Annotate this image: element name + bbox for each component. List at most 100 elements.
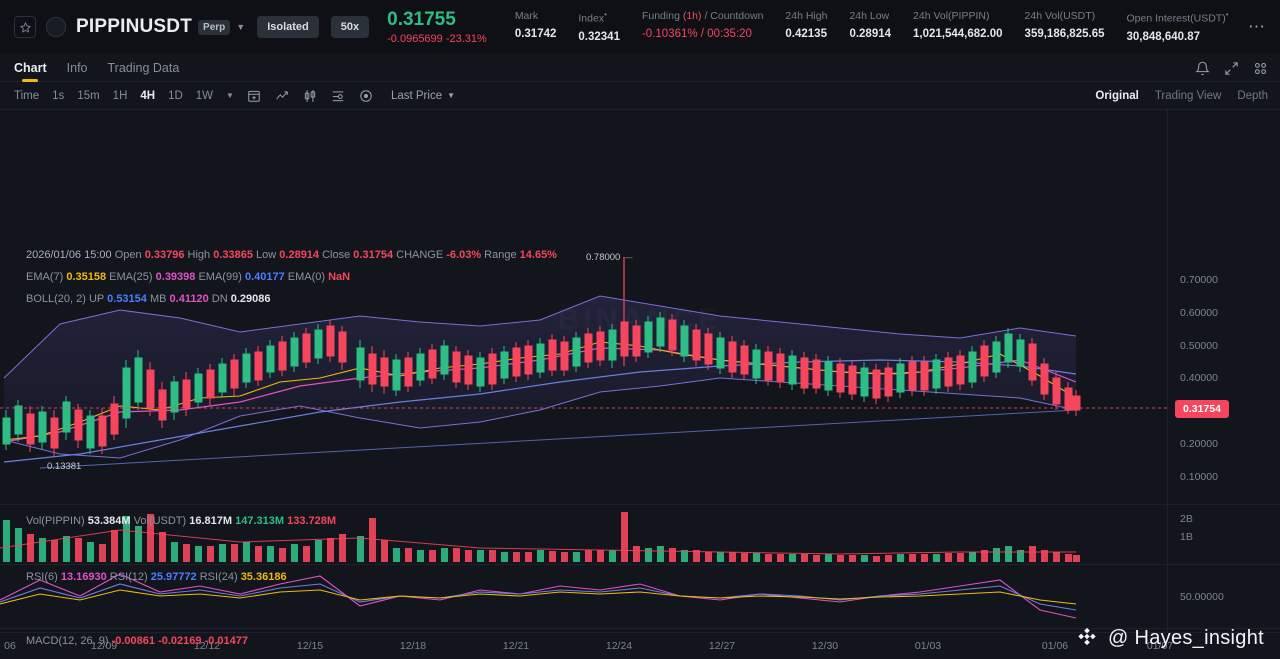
stat-mark: Mark 0.31742 — [515, 9, 557, 43]
stat-label: 24h Vol(PIPPIN) — [913, 9, 990, 22]
tab-info[interactable]: Info — [66, 60, 88, 75]
time-tick: 12/21 — [502, 640, 530, 652]
more-options-icon[interactable]: ⋯ — [1248, 17, 1266, 36]
time-tick: 01/07 — [1146, 640, 1174, 652]
price-axis[interactable]: 0.70000 0.60000 0.50000 0.40000 0.31754 … — [1167, 110, 1280, 659]
price-candlestick-plot[interactable] — [0, 110, 1167, 659]
time-tick: 12/15 — [296, 640, 324, 652]
calendar-icon[interactable] — [247, 89, 261, 103]
grid-layout-icon[interactable] — [1253, 61, 1268, 76]
timeframe-1h[interactable]: 1H — [112, 89, 128, 102]
stat-label: Index• — [578, 9, 607, 25]
stat-index: Index• 0.32341 — [578, 9, 620, 45]
stat-value: 30,848,640.87 — [1126, 30, 1201, 43]
timeframe-1s[interactable]: 1s — [52, 89, 65, 102]
stat-value: 1,021,544,682.00 — [913, 28, 1003, 41]
price-tick: 0.60000 — [1180, 307, 1218, 319]
time-tick: 12/18 — [399, 640, 427, 652]
stat-24h-vol-usdt: 24h Vol(USDT) 359,186,825.65 — [1025, 9, 1105, 43]
volume-histogram[interactable] — [0, 508, 1167, 562]
last-price-block: 0.31755 -0.0965699 -23.31% — [387, 9, 487, 45]
stat-funding-countdown: Funding (1h) / Countdown -0.10361% / 00:… — [642, 9, 763, 43]
time-tick: 01/03 — [914, 640, 942, 652]
trend-line — [39, 409, 1077, 469]
volume-panel-divider — [0, 504, 1280, 505]
volume-tick: 2B — [1180, 513, 1193, 525]
indicators-icon[interactable] — [331, 89, 345, 103]
margin-mode-button[interactable]: Isolated — [257, 16, 319, 38]
rsi-panel-divider — [0, 564, 1280, 565]
volume-ma-line — [0, 529, 1076, 555]
leverage-button[interactable]: 50x — [330, 16, 370, 38]
price-tick: 0.20000 — [1180, 438, 1218, 450]
rsi-tick: 50.00000 — [1180, 591, 1224, 603]
stat-label: 24h Vol(USDT) — [1024, 9, 1096, 22]
contract-type-badge: Perp — [198, 19, 231, 35]
chart-area[interactable]: BINANCE 2026/01/06 15:00 Open 0.33796 Hi… — [0, 110, 1280, 659]
time-label[interactable]: Time — [14, 89, 40, 102]
rsi-plot[interactable] — [0, 566, 1167, 628]
timeframe-15m[interactable]: 15m — [77, 89, 100, 102]
stat-label: 24h Low — [849, 9, 890, 22]
rsi24-line — [0, 589, 1077, 605]
tab-trading-data[interactable]: Trading Data — [107, 60, 180, 75]
stat-label: Funding (1h) / Countdown — [641, 9, 764, 22]
time-axis[interactable]: 06 12/09 12/12 12/15 12/18 12/21 12/24 1… — [0, 632, 1280, 659]
bell-icon[interactable] — [1195, 61, 1210, 76]
pair-name[interactable]: PIPPINUSDT — [76, 16, 193, 37]
stat-value: 0.42135 — [785, 28, 827, 41]
time-tick: 12/27 — [708, 640, 736, 652]
expand-icon[interactable] — [1224, 61, 1239, 76]
time-tick: 12/12 — [193, 640, 221, 652]
stat-value: -0.10361% / 00:35:20 — [641, 28, 752, 41]
timeframe-4h[interactable]: 4H — [140, 89, 156, 102]
tab-chart[interactable]: Chart — [14, 54, 47, 82]
stat-label: 24h High — [785, 9, 828, 22]
price-change-value: -0.0965699 -23.31% — [387, 32, 487, 45]
view-original[interactable]: Original — [1095, 90, 1139, 102]
stat-24h-vol-coin: 24h Vol(PIPPIN) 1,021,544,682.00 — [913, 9, 1003, 43]
rsi12-line — [0, 583, 1077, 611]
time-tick: 12/09 — [90, 640, 118, 652]
rsi6-line — [0, 573, 1077, 619]
time-tick: 12/30 — [811, 640, 839, 652]
settings-circle-icon[interactable] — [359, 89, 373, 103]
stat-value: 359,186,825.65 — [1024, 28, 1105, 41]
stat-value: 0.32341 — [578, 30, 620, 43]
last-price-value: 0.31755 — [387, 8, 456, 30]
price-source-selector[interactable]: Last Price ▼ — [391, 90, 455, 102]
price-source-chevron-down-icon: ▼ — [447, 91, 456, 100]
stat-label: Open Interest(USDT)• — [1126, 9, 1229, 25]
line-chart-icon[interactable] — [275, 89, 289, 103]
chart-view-tabs: Original Trading View Depth — [1095, 82, 1268, 110]
price-tick: 0.10000 — [1180, 471, 1218, 483]
price-tick: 0.50000 — [1180, 340, 1218, 352]
current-price-badge: 0.31754 — [1175, 400, 1229, 418]
volume-tick: 1B — [1180, 531, 1193, 543]
chart-toolbar: Time 1s 15m 1H 4H 1D 1W ▼ — [0, 82, 1280, 110]
stat-value: 0.31742 — [514, 28, 557, 41]
timeframe-1w[interactable]: 1W — [195, 89, 214, 102]
time-tick: 01/06 — [1041, 640, 1069, 652]
timeframe-chevron-down-icon[interactable]: ▼ — [226, 91, 234, 100]
market-stats: Mark 0.31742 Index• 0.32341 Funding (1h)… — [515, 9, 1251, 45]
timeframe-1d[interactable]: 1D — [168, 89, 183, 102]
stat-open-interest: Open Interest(USDT)• 30,848,640.87 — [1127, 9, 1229, 45]
market-header: PIPPINUSDT Perp ▼ Isolated 50x 0.31755 -… — [0, 0, 1280, 54]
main-tabbar: Chart Info Trading Data — [0, 54, 1280, 82]
favorite-star-icon[interactable] — [14, 16, 36, 38]
stat-24h-low: 24h Low 0.28914 — [849, 9, 891, 43]
price-tick: 0.40000 — [1180, 372, 1218, 384]
stat-label: Mark — [514, 9, 539, 22]
stat-24h-high: 24h High 0.42135 — [785, 9, 827, 43]
view-trading-view[interactable]: Trading View — [1154, 90, 1222, 102]
bollinger-upper-line — [3, 295, 1077, 379]
time-tick: 06 — [4, 640, 16, 652]
coin-logo-icon — [46, 17, 66, 37]
candlestick-icon[interactable] — [303, 89, 317, 103]
price-tick: 0.70000 — [1180, 274, 1218, 286]
pair-chevron-down-icon[interactable]: ▼ — [236, 22, 246, 32]
stat-value: 0.28914 — [849, 28, 892, 41]
view-depth[interactable]: Depth — [1237, 90, 1268, 102]
